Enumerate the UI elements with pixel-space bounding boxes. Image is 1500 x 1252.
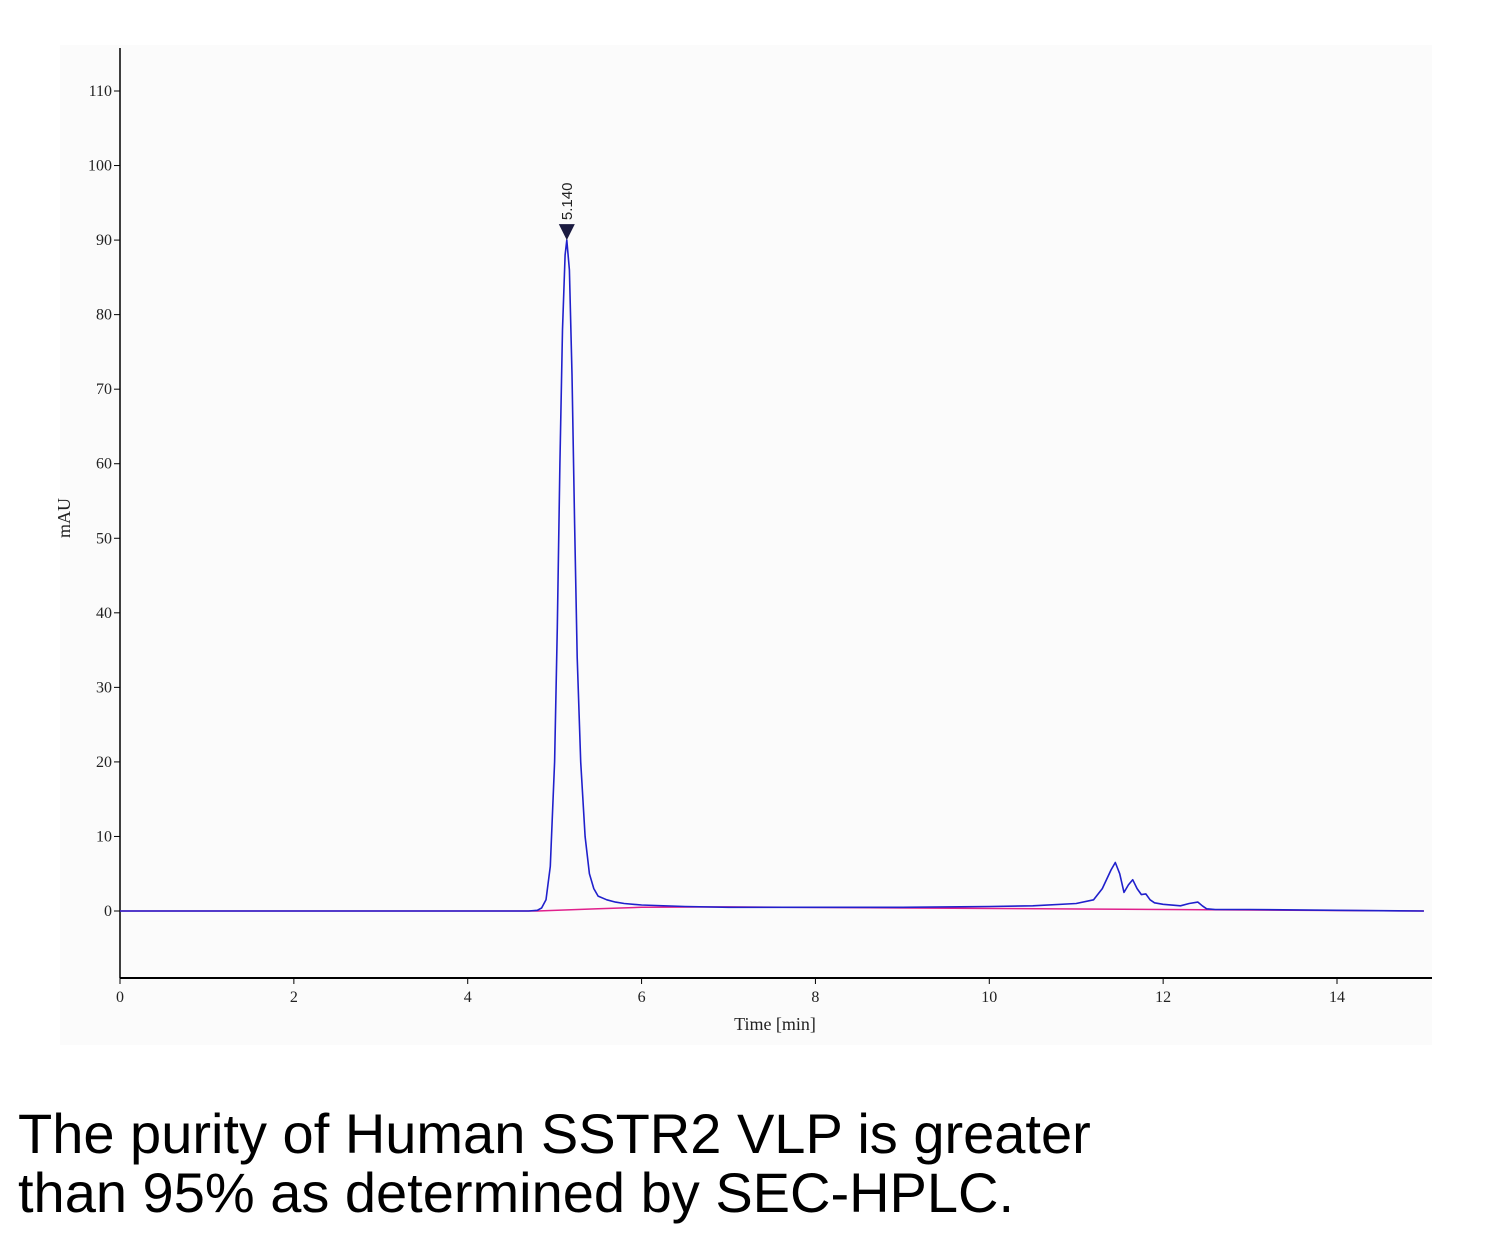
peak-label: 5.140 <box>559 183 576 221</box>
x-axis-ticks: 0 2 4 6 8 10 12 14 <box>116 978 1345 1006</box>
peak-marker-icon <box>558 224 575 241</box>
y-tick-label: 80 <box>96 307 112 324</box>
x-axis-title: Time [min] <box>734 1014 816 1034</box>
x-tick-label: 12 <box>1155 989 1171 1006</box>
y-axis-title: mAU <box>54 498 74 538</box>
y-tick-label: 30 <box>96 679 112 696</box>
y-tick-label: 40 <box>96 605 112 622</box>
caption: The purity of Human SSTR2 VLP is greater… <box>18 1102 1478 1224</box>
x-tick-label: 4 <box>464 989 472 1006</box>
y-tick-label: 110 <box>89 83 112 100</box>
plot-background <box>60 45 1432 1045</box>
signal-trace-line <box>120 239 1424 912</box>
x-tick-label: 8 <box>811 989 819 1006</box>
peak-annotation: 5.140 <box>558 183 576 241</box>
y-tick-label: 50 <box>96 530 112 547</box>
caption-line-2: than 95% as determined by SEC-HPLC. <box>18 1160 1015 1224</box>
x-tick-label: 10 <box>981 989 997 1006</box>
y-axis-ticks: 0 10 20 30 40 50 60 70 80 90 100 110 <box>88 83 120 920</box>
series-layer <box>120 239 1424 912</box>
y-tick-label: 20 <box>96 754 112 771</box>
x-tick-label: 6 <box>638 989 646 1006</box>
y-tick-label: 90 <box>96 232 112 249</box>
y-tick-label: 70 <box>96 381 112 398</box>
caption-line-1: The purity of Human SSTR2 VLP is greater <box>18 1102 1091 1165</box>
y-tick-label: 10 <box>96 828 112 845</box>
x-tick-label: 14 <box>1329 989 1345 1006</box>
x-tick-label: 2 <box>290 989 298 1006</box>
x-tick-label: 0 <box>116 989 124 1006</box>
chromatogram-chart: 0 10 20 30 40 50 60 70 80 90 100 110 0 2 4 6 8 10 12 14 5.… <box>54 45 1432 1045</box>
y-tick-label: 0 <box>104 903 112 920</box>
y-tick-label: 60 <box>96 456 112 473</box>
y-tick-label: 100 <box>88 158 112 175</box>
